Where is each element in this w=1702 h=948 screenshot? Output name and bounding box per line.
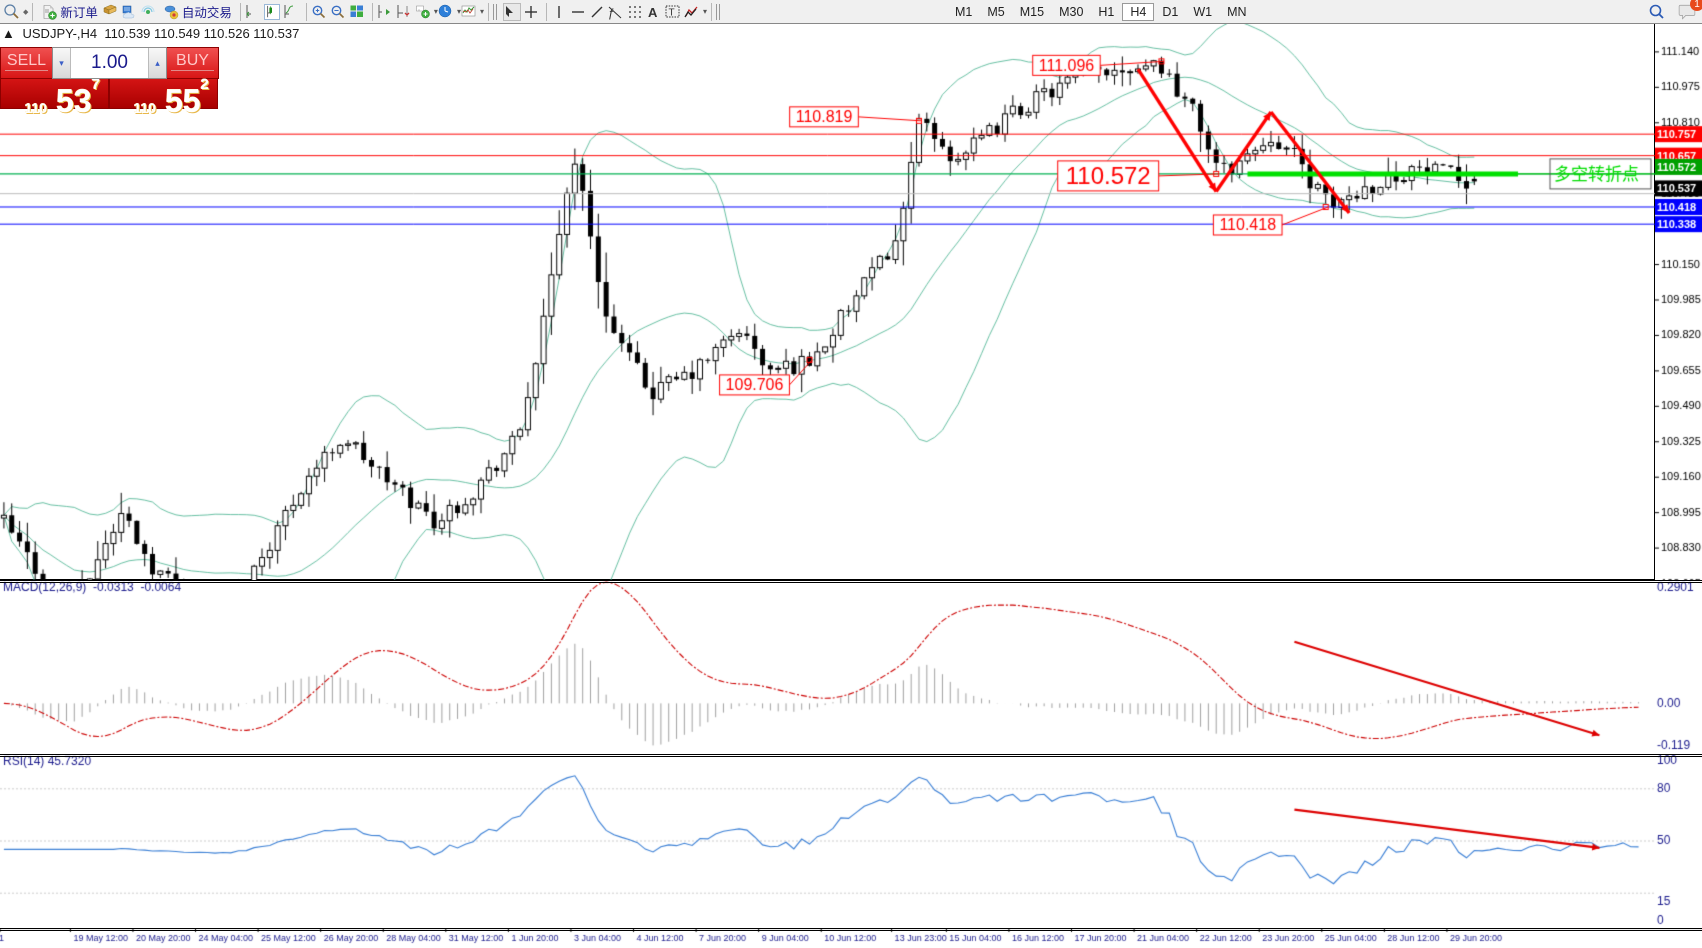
- svg-text:A: A: [648, 5, 658, 20]
- svg-text:ƒ: ƒ: [608, 6, 615, 20]
- svg-text:T: T: [668, 7, 674, 18]
